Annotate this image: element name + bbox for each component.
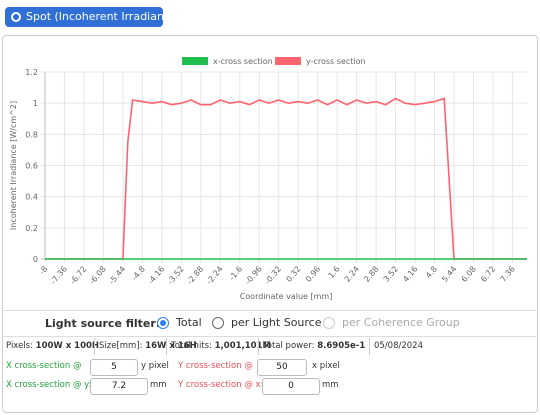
y-tick-label: 1.2 <box>25 68 38 77</box>
legend-swatch <box>182 57 208 65</box>
legend-swatch <box>275 57 301 65</box>
divider <box>3 336 536 337</box>
cross-section-input[interactable]: 50 <box>257 359 307 376</box>
info-item: Total hits: 1,001,101M <box>171 341 271 351</box>
x-tick-label: -2.88 <box>185 265 205 287</box>
cross-section-unit: mm <box>322 380 339 390</box>
info-label: Pixels: <box>6 341 33 351</box>
y-tick-label: 0.8 <box>25 130 38 139</box>
cross-section-label: X cross-section @ y: <box>6 380 92 390</box>
info-item: Size[mm]: 16W x 16H <box>99 341 197 351</box>
y-tick-label: 0 <box>33 255 38 264</box>
divider <box>3 310 536 311</box>
button-icon <box>11 12 21 22</box>
x-tick-label: 0.32 <box>284 265 302 284</box>
info-value: 8.6905e-1 <box>317 341 366 351</box>
x-tick-label: -8 <box>38 265 50 277</box>
cross-section-input[interactable]: 0 <box>262 378 320 395</box>
x-tick-label: 4.16 <box>401 265 419 284</box>
cross-section-label: X cross-section @ <box>6 361 82 371</box>
x-tick-label: 1.6 <box>327 265 342 281</box>
info-item: 05/08/2024 <box>374 341 423 351</box>
chart: 00.20.40.60.811.2-8 -7.36 -6.72 -6.08 -5.44-… <box>9 57 527 301</box>
info-value: 1,001,101M <box>214 341 271 351</box>
separator <box>166 338 167 355</box>
radio-label: per Coherence Group <box>342 316 460 329</box>
x-tick-label: -3.52 <box>166 265 186 287</box>
x-tick-label: -4.8 <box>130 265 147 283</box>
radio-button[interactable] <box>212 317 224 329</box>
x-tick-label: -1.6 <box>227 265 244 283</box>
info-value: 100W x 100H <box>35 341 100 351</box>
x-tick-label: -4.16 <box>146 265 166 287</box>
legend-label: x-cross section <box>213 57 273 66</box>
info-value: 05/08/2024 <box>374 341 423 351</box>
cross-section-label: Y cross-section @ <box>178 361 253 371</box>
cross-section-label: Y cross-section @ x: <box>178 380 264 390</box>
radio-label: Total <box>176 316 202 329</box>
x-tick-label: -2.24 <box>205 265 225 287</box>
x-tick-label: 5.44 <box>440 265 458 284</box>
y-axis-label: Incoherent Irradiance [W/cm^2] <box>9 101 18 230</box>
info-label: Total power: <box>263 341 315 351</box>
cross-section-input[interactable]: 5 <box>90 359 138 376</box>
x-tick-label: 0.96 <box>304 265 322 284</box>
cross-section-input[interactable]: 7.2 <box>90 378 148 395</box>
button-label: Spot (Incoherent Irradiance) <box>26 10 182 23</box>
x-tick-label: 6.72 <box>479 265 497 284</box>
separator <box>258 338 259 355</box>
separator <box>369 338 370 355</box>
x-tick-label: -5.44 <box>107 265 127 287</box>
x-tick-label: -6.08 <box>88 265 108 287</box>
cross-section-unit: mm <box>150 380 167 390</box>
x-tick-label: -0.32 <box>263 265 283 287</box>
x-tick-label: 7.36 <box>499 265 517 284</box>
spot-button[interactable]: Spot (Incoherent Irradiance) <box>5 7 181 27</box>
x-tick-label: 6.08 <box>460 265 478 284</box>
y-tick-label: 0.6 <box>25 162 38 171</box>
radio-label: per Light Source <box>231 316 322 329</box>
x-tick-label: 3.52 <box>382 265 400 284</box>
y-tick-label: 1 <box>33 99 38 108</box>
x-tick-label: 4.8 <box>424 265 439 281</box>
info-value: 16W x 16H <box>145 341 197 351</box>
cross-section-unit: y pixel <box>141 361 169 371</box>
info-item: Total power: 8.6905e-1 <box>263 341 365 351</box>
filter-label: Light source filter: <box>45 317 161 330</box>
y-tick-label: 0.2 <box>25 224 38 233</box>
panel-border <box>2 35 538 413</box>
y-tick-label: 0.4 <box>25 193 38 202</box>
cross-section-unit: x pixel <box>312 361 340 371</box>
x-tick-label: -7.36 <box>49 265 69 287</box>
series-line <box>45 97 527 260</box>
radio-button <box>323 317 335 329</box>
x-axis-label: Coordinate value [mm] <box>240 292 333 301</box>
info-label: Total hits: <box>171 341 212 351</box>
separator <box>94 338 95 355</box>
x-tick-label: -0.96 <box>244 265 264 287</box>
x-tick-label: 2.88 <box>362 265 380 284</box>
radio-button[interactable] <box>157 317 169 329</box>
x-tick-label: -6.72 <box>68 265 88 287</box>
info-label: Size[mm]: <box>99 341 143 351</box>
x-tick-label: 2.24 <box>343 265 361 284</box>
info-item: Pixels: 100W x 100H <box>6 341 99 351</box>
legend-label: y-cross section <box>306 57 366 66</box>
